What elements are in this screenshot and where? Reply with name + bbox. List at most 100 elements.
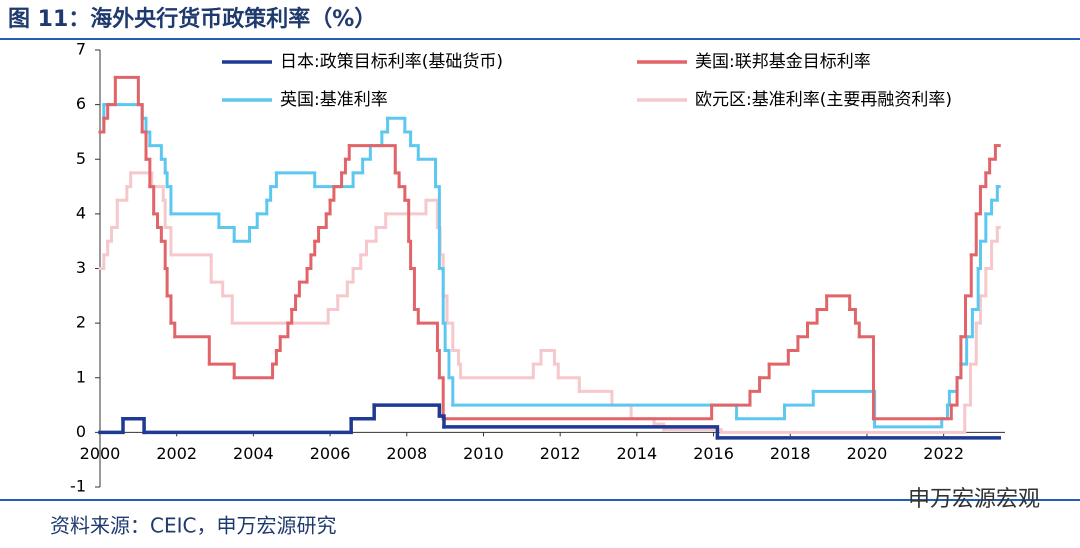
rate-step — [556, 376, 581, 393]
rate-step — [978, 267, 988, 298]
x-tick-label: 2016 — [693, 444, 734, 463]
rate-step — [156, 226, 163, 243]
legend-label: 日本:政策目标利率(基础货币) — [280, 52, 503, 72]
rate-step — [424, 198, 439, 230]
rate-step — [374, 212, 388, 230]
rate-step — [359, 239, 369, 257]
rate-step — [169, 212, 221, 230]
rate-step — [783, 389, 815, 407]
y-tick-label: 4 — [76, 203, 86, 222]
x-tick-label: 2020 — [847, 444, 888, 463]
rate-step — [150, 185, 165, 202]
rate-step — [984, 198, 994, 216]
rate-step — [857, 335, 875, 421]
rate-step — [173, 335, 211, 366]
rate-step — [274, 171, 317, 189]
rate-step — [207, 362, 236, 380]
rate-step — [230, 307, 330, 325]
rate-step — [552, 362, 560, 380]
rate-step — [758, 362, 771, 380]
rate-step — [169, 253, 213, 284]
rate-step — [441, 403, 714, 421]
rate-step — [136, 103, 144, 134]
rate-step — [735, 403, 787, 421]
rate-step — [610, 403, 633, 421]
rate-step — [815, 294, 829, 311]
rate-step — [963, 362, 972, 407]
rate-step — [121, 416, 146, 435]
rate-step — [102, 239, 110, 257]
source: 资料来源：CEIC，申万宏源研究 — [50, 514, 336, 538]
rate-step — [970, 267, 980, 311]
rate-step — [409, 267, 416, 311]
rate-step — [416, 157, 438, 189]
y-tick-label: 3 — [76, 258, 86, 277]
rate-step — [990, 226, 999, 243]
rate-step — [848, 307, 857, 325]
x-tick-label: 2010 — [463, 444, 504, 463]
rate-step — [129, 171, 154, 189]
rate-step — [102, 103, 144, 120]
rate-step — [437, 414, 446, 429]
rate-step — [441, 321, 447, 352]
rate-step — [351, 253, 363, 270]
rate-step — [98, 253, 106, 270]
rate-step — [125, 171, 133, 189]
chart-title: 图 11：海外央行货币政策利率（%） — [8, 6, 376, 32]
rate-step — [811, 389, 877, 429]
rate-step — [434, 185, 441, 270]
x-tick-label: 2018 — [770, 444, 811, 463]
rate-step — [437, 267, 445, 325]
rate-step — [326, 294, 340, 311]
rate-step — [719, 403, 967, 434]
x-tick-label: 2004 — [233, 444, 274, 463]
rate-step — [309, 239, 317, 257]
x-tick-label: 2002 — [156, 444, 197, 463]
rate-step — [368, 130, 384, 148]
rate-step — [98, 416, 125, 435]
y-tick-label: 6 — [76, 94, 86, 113]
rate-step — [161, 198, 167, 230]
rate-step — [305, 253, 313, 270]
rate-step — [968, 321, 978, 366]
rate-step — [372, 403, 442, 418]
x-tick-label: 2012 — [540, 444, 581, 463]
legend-label: 欧元区:基准利率(主要再融资利率) — [695, 90, 952, 110]
rate-step — [806, 307, 819, 325]
rate-step — [274, 335, 282, 352]
rate-step — [577, 389, 614, 407]
rate-step — [955, 335, 963, 380]
rate-step — [988, 144, 997, 161]
rate-step — [978, 171, 988, 189]
y-tick-label: 2 — [76, 313, 86, 332]
rate-step — [313, 226, 321, 243]
rate-step — [853, 321, 861, 339]
rate-step — [539, 348, 556, 366]
rate-step — [265, 185, 273, 202]
rate-step — [165, 294, 173, 325]
rate-step — [984, 157, 992, 175]
rate-step — [232, 226, 252, 243]
rate-step — [531, 348, 543, 366]
rate-step — [969, 212, 978, 257]
rate-step — [416, 321, 439, 352]
rate-step — [451, 403, 739, 421]
rate-step — [313, 171, 355, 189]
legend-label: 英国:基准利率 — [280, 90, 388, 110]
rate-step — [451, 348, 461, 366]
x-tick-label: 2022 — [923, 444, 964, 463]
rate-step — [457, 362, 462, 380]
y-tick-label: 7 — [76, 40, 86, 59]
rate-step — [110, 198, 119, 230]
rate-step — [106, 226, 114, 243]
rate-step — [403, 130, 413, 148]
x-tick-label: 2014 — [617, 444, 658, 463]
rate-step — [98, 116, 106, 134]
rate-step — [152, 212, 160, 230]
rate-step — [965, 307, 974, 339]
rate-step — [142, 416, 353, 435]
y-tick-label: 0 — [76, 422, 86, 441]
watermark: 申万宏源宏观 — [908, 487, 1040, 512]
